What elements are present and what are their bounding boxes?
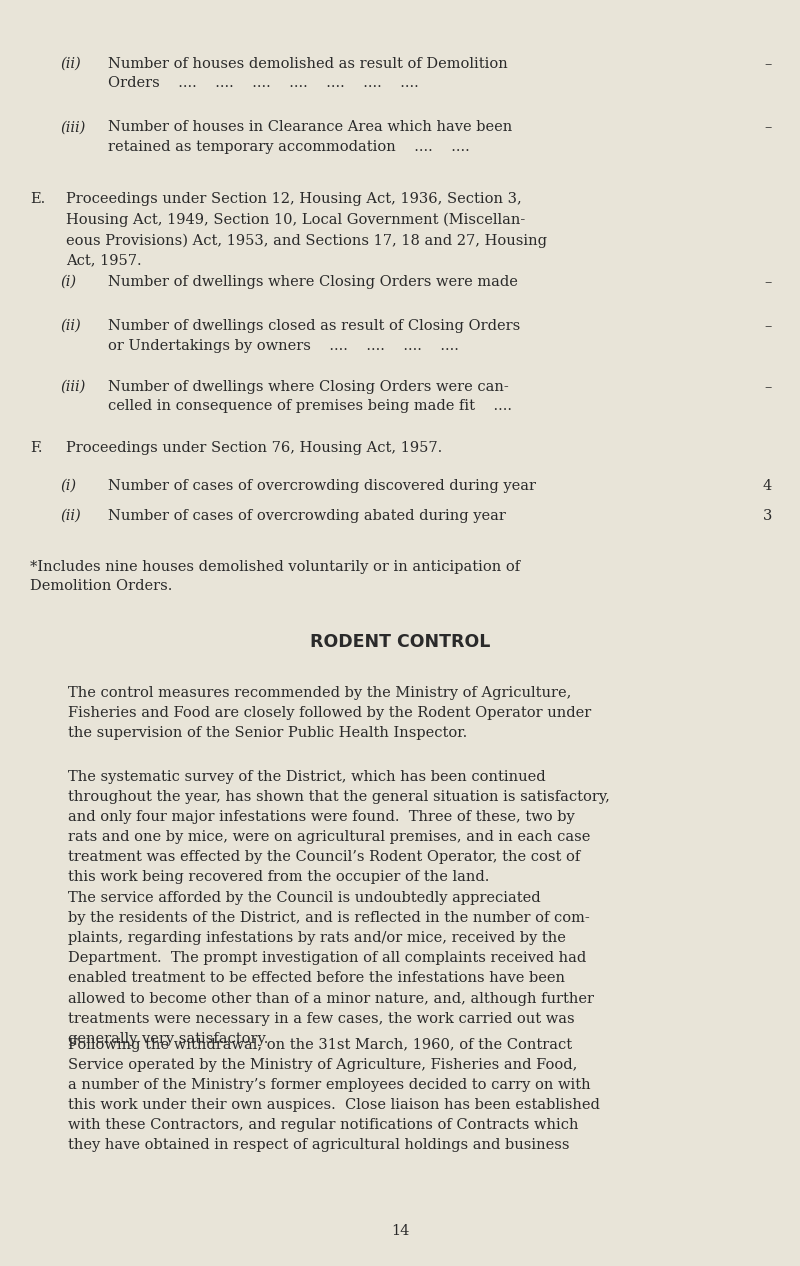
Text: Proceedings under Section 76, Housing Act, 1957.: Proceedings under Section 76, Housing Ac… <box>66 441 442 454</box>
Text: –: – <box>765 319 772 333</box>
Text: (i): (i) <box>60 479 76 492</box>
Text: RODENT CONTROL: RODENT CONTROL <box>310 633 490 651</box>
Text: *Includes nine houses demolished voluntarily or in anticipation of
Demolition Or: *Includes nine houses demolished volunta… <box>30 560 521 592</box>
Text: The control measures recommended by the Ministry of Agriculture,
Fisheries and F: The control measures recommended by the … <box>68 686 591 741</box>
Text: (i): (i) <box>60 275 76 289</box>
Text: Number of dwellings where Closing Orders were made: Number of dwellings where Closing Orders… <box>108 275 518 289</box>
Text: (ii): (ii) <box>60 57 81 71</box>
Text: Number of cases of overcrowding discovered during year: Number of cases of overcrowding discover… <box>108 479 536 492</box>
Text: E.: E. <box>30 192 46 206</box>
Text: The service afforded by the Council is undoubtedly appreciated
by the residents : The service afforded by the Council is u… <box>68 891 594 1046</box>
Text: Number of houses in Clearance Area which have been
retained as temporary accommo: Number of houses in Clearance Area which… <box>108 120 512 153</box>
Text: F.: F. <box>30 441 43 454</box>
Text: Number of dwellings closed as result of Closing Orders
or Undertakings by owners: Number of dwellings closed as result of … <box>108 319 520 352</box>
Text: 14: 14 <box>391 1224 409 1238</box>
Text: (ii): (ii) <box>60 319 81 333</box>
Text: –: – <box>765 57 772 71</box>
Text: Number of houses demolished as result of Demolition
Orders    ....    ....    ..: Number of houses demolished as result of… <box>108 57 508 90</box>
Text: Number of dwellings where Closing Orders were can-
celled in consequence of prem: Number of dwellings where Closing Orders… <box>108 380 512 413</box>
Text: Following the withdrawal, on the 31st March, 1960, of the Contract
Service opera: Following the withdrawal, on the 31st Ma… <box>68 1038 600 1152</box>
Text: –: – <box>765 120 772 134</box>
Text: Proceedings under Section 12, Housing Act, 1936, Section 3,
Housing Act, 1949, S: Proceedings under Section 12, Housing Ac… <box>66 192 546 268</box>
Text: The systematic survey of the District, which has been continued
throughout the y: The systematic survey of the District, w… <box>68 770 610 884</box>
Text: Number of cases of overcrowding abated during year: Number of cases of overcrowding abated d… <box>108 509 506 523</box>
Text: (iii): (iii) <box>60 380 86 394</box>
Text: (ii): (ii) <box>60 509 81 523</box>
Text: –: – <box>765 380 772 394</box>
Text: 3: 3 <box>762 509 772 523</box>
Text: –: – <box>765 275 772 289</box>
Text: (iii): (iii) <box>60 120 86 134</box>
Text: 4: 4 <box>762 479 772 492</box>
